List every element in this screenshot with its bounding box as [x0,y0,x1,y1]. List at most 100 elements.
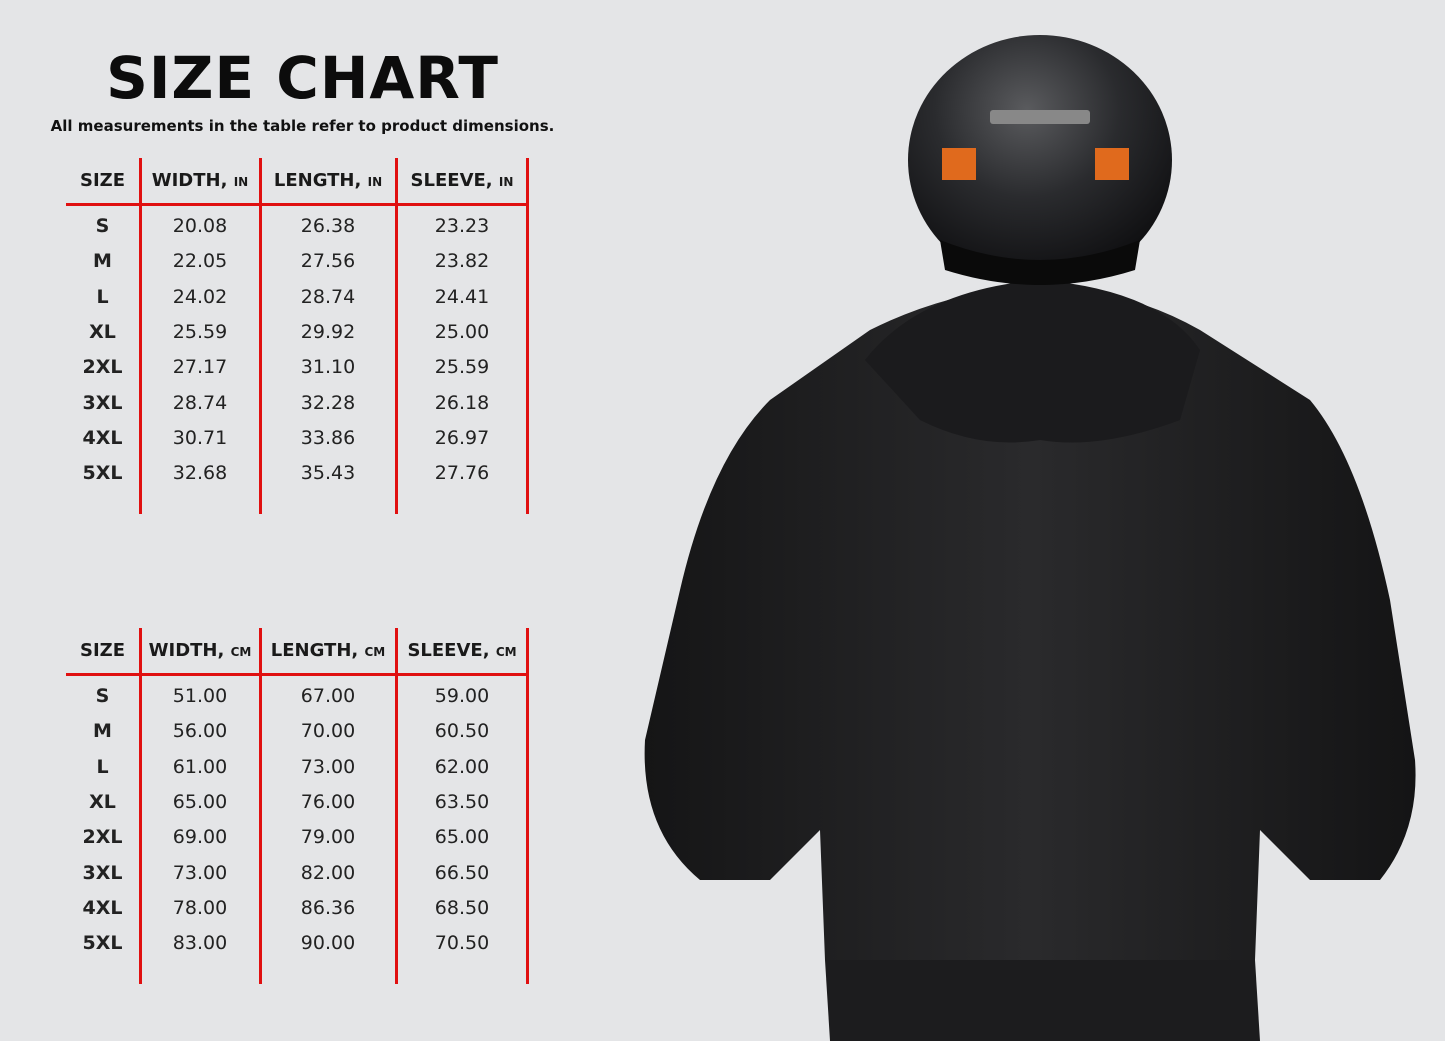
measurement-cell: 26.97 [434,426,490,449]
measurement-cell: 27.56 [300,250,356,273]
header-unit: CM [495,645,517,659]
size-label: M [93,720,112,743]
header-unit: IN [498,175,514,189]
size-label: XL [89,790,116,813]
column-divider [395,628,398,984]
header-divider [66,203,528,206]
model-photo-hoodie-helmet [644,35,1416,1041]
size-label: 2XL [82,356,123,379]
size-label: XL [89,320,116,343]
measurement-cell: 24.41 [434,285,490,308]
measurement-cell: 26.18 [434,391,490,414]
column-divider [139,628,142,984]
measurement-cell: 63.50 [434,790,490,813]
size-table-cm: SIZE WIDTH, CM LENGTH, CM SLEEVE, CM S 51.00 6… [66,628,529,984]
measurement-cell: 62.00 [434,755,490,778]
size-label: L [96,285,109,308]
header-label: SLEEVE, [410,170,493,191]
measurement-cell: 67.00 [300,685,356,707]
header-label: SIZE [79,170,125,191]
column-header: SLEEVE, CM [397,640,527,661]
measurement-cell: 32.28 [300,391,356,414]
header-unit: IN [233,175,249,189]
column-header: SIZE [66,170,139,191]
measurement-cell: 73.00 [172,861,228,884]
size-table-inches: SIZE WIDTH, IN LENGTH, IN SLEEVE, IN S 20.08 2… [66,158,529,514]
size-label: S [95,215,110,237]
header-label: SLEEVE, [407,640,490,661]
header-divider [66,673,528,676]
measurement-cell: 79.00 [300,826,356,849]
measurement-cell: 90.00 [300,932,356,955]
measurement-cell: 59.00 [434,685,490,707]
page-title: SIZE CHART [106,44,499,112]
measurement-cell: 69.00 [172,826,228,849]
measurement-cell: 73.00 [300,755,356,778]
measurement-cell: 23.82 [434,250,490,273]
measurement-cell: 25.00 [434,320,490,343]
size-label: L [96,755,109,778]
size-label: S [95,685,110,707]
column-divider [526,158,529,514]
size-label: M [93,250,112,273]
column-header: SIZE [66,640,139,661]
measurement-cell: 82.00 [300,861,356,884]
measurement-cell: 20.08 [172,215,228,237]
column-divider [259,158,262,514]
size-label: 5XL [82,462,123,485]
measurement-cell: 28.74 [300,285,356,308]
measurement-cell: 61.00 [172,755,228,778]
measurement-cell: 33.86 [300,426,356,449]
column-divider [526,628,529,984]
measurement-cell: 28.74 [172,391,228,414]
measurement-cell: 56.00 [172,720,228,743]
size-label: 4XL [82,426,123,449]
page-subtitle: All measurements in the table refer to p… [50,117,555,135]
header-unit: CM [364,645,386,659]
measurement-cell: 25.59 [172,320,228,343]
measurement-cell: 24.02 [172,285,228,308]
column-divider [139,158,142,514]
header-label: WIDTH, [148,640,225,661]
measurement-cell: 68.50 [434,896,490,919]
column-header: SLEEVE, IN [397,170,527,191]
measurement-cell: 31.10 [300,356,356,379]
size-label: 3XL [82,861,123,884]
header-label: SIZE [79,640,125,661]
measurement-cell: 23.23 [434,215,490,237]
measurement-cell: 27.76 [434,462,490,485]
column-header: WIDTH, IN [141,170,259,191]
size-label: 2XL [82,826,123,849]
column-divider [395,158,398,514]
measurement-cell: 70.50 [434,932,490,955]
header-label: WIDTH, [151,170,228,191]
header-label: LENGTH, [270,640,359,661]
header-unit: CM [230,645,252,659]
measurement-cell: 83.00 [172,932,228,955]
measurement-cell: 35.43 [300,462,356,485]
measurement-cell: 65.00 [434,826,490,849]
size-label: 4XL [82,896,123,919]
measurement-cell: 66.50 [434,861,490,884]
measurement-cell: 30.71 [172,426,228,449]
column-divider [259,628,262,984]
measurement-cell: 29.92 [300,320,356,343]
measurement-cell: 22.05 [172,250,228,273]
measurement-cell: 76.00 [300,790,356,813]
measurement-cell: 60.50 [434,720,490,743]
column-header: LENGTH, IN [261,170,395,191]
column-header: WIDTH, CM [141,640,259,661]
header-label: LENGTH, [273,170,362,191]
measurement-cell: 32.68 [172,462,228,485]
measurement-cell: 25.59 [434,356,490,379]
size-label: 3XL [82,391,123,414]
measurement-cell: 70.00 [300,720,356,743]
measurement-cell: 51.00 [172,685,228,707]
size-label: 5XL [82,932,123,955]
measurement-cell: 86.36 [300,896,356,919]
measurement-cell: 26.38 [300,215,356,237]
measurement-cell: 78.00 [172,896,228,919]
column-header: LENGTH, CM [261,640,395,661]
measurement-cell: 27.17 [172,356,228,379]
measurement-cell: 65.00 [172,790,228,813]
